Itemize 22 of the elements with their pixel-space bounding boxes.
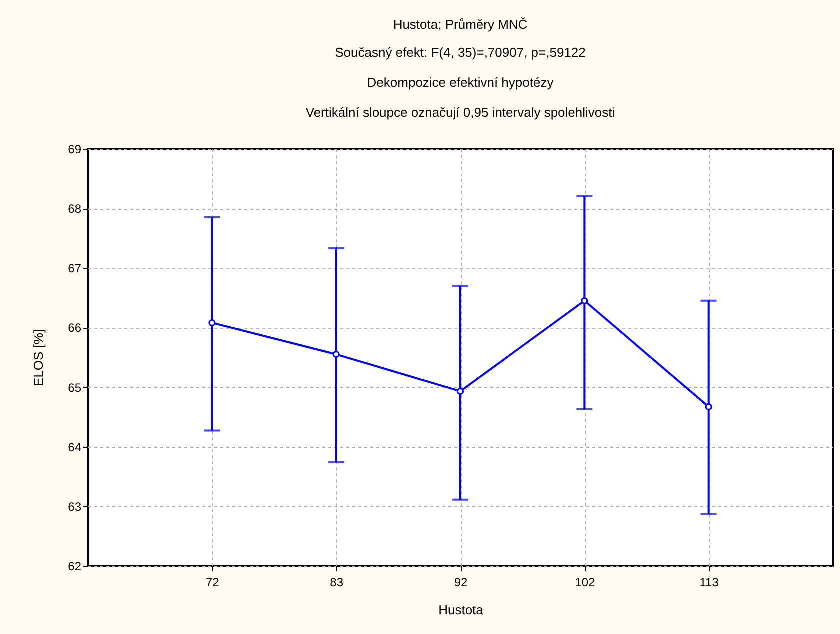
y-tick-label: 68 [68, 202, 82, 216]
y-axis-title: ELOS [%] [31, 329, 46, 387]
chart-subtitle: Současný efekt: F(4, 35)=,70907, p=,59122 Dekompozice efektivní hypotézy Vertikální sloupce označují 0,95 intervaly spolehlivosti [306, 45, 616, 120]
chart-title: Hustota; Průměry MNČ [393, 17, 528, 32]
y-tick-label: 63 [68, 500, 82, 514]
y-tick-label: 67 [68, 262, 82, 276]
point [705, 403, 712, 410]
x-tick-label: 83 [330, 576, 344, 590]
x-axis-title: Hustota [438, 602, 484, 618]
y-tick-label: 62 [68, 560, 82, 574]
y-tick-label: 69 [68, 142, 82, 156]
point [581, 297, 588, 304]
point [456, 388, 464, 395]
y-tick-label: 65 [68, 380, 82, 395]
x-tick-label: 102 [575, 576, 596, 590]
point [208, 319, 216, 326]
y-tick-label: 64 [68, 440, 82, 454]
x-tick-label: 72 [206, 576, 220, 590]
point [332, 350, 340, 358]
y-tick-label: 66 [68, 321, 82, 336]
x-tick-label: 113 [700, 576, 720, 590]
x-tick-label: 92 [454, 576, 468, 590]
